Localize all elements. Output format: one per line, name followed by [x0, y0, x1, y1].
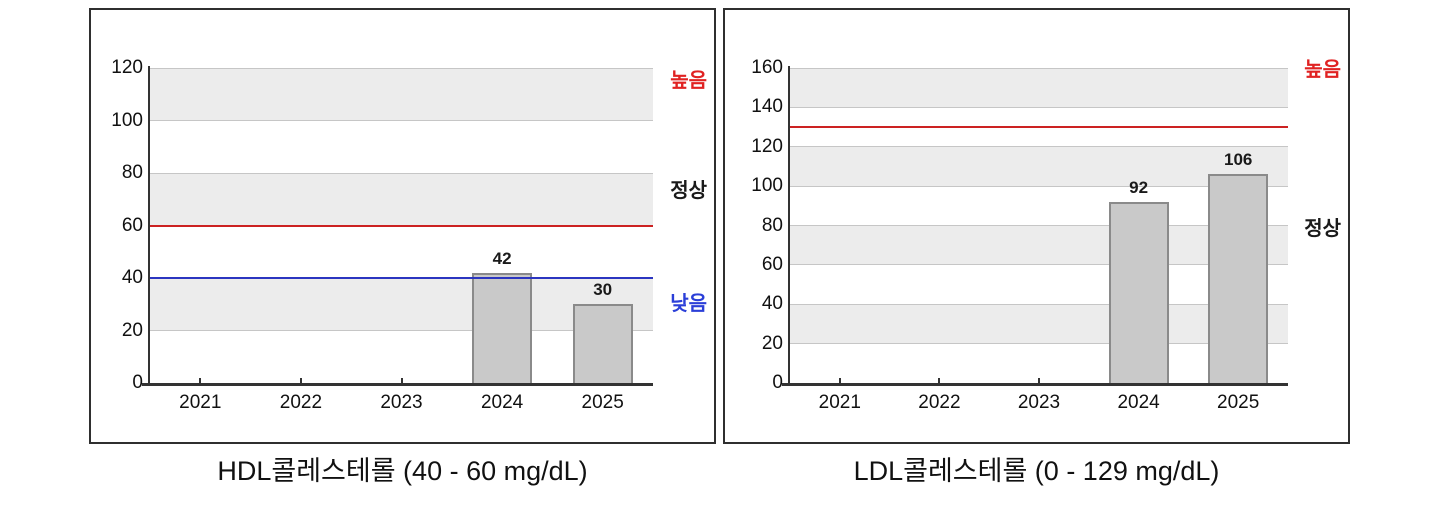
x-axis [782, 383, 1288, 386]
plot-band [790, 225, 1288, 265]
y-tick-label: 40 [121, 267, 143, 288]
y-tick-label: 140 [751, 96, 783, 118]
reference-line [790, 126, 1288, 129]
y-tick-label: 120 [111, 57, 143, 78]
zone-label: 높음 [1304, 58, 1341, 81]
y-tick-label: 80 [121, 162, 143, 183]
x-tick-label: 2022 [279, 392, 323, 413]
gridline [790, 303, 1288, 305]
x-tick [400, 378, 403, 383]
x-tick-label: 2025 [1217, 392, 1260, 413]
y-tick-label: 100 [111, 109, 143, 131]
y-axis [788, 66, 790, 385]
y-tick-label: 100 [751, 175, 783, 197]
x-tick [1038, 378, 1040, 383]
x-tick-label: 2023 [380, 392, 423, 413]
plot-band [150, 173, 653, 226]
x-tick-label: 2024 [1117, 392, 1160, 413]
plot-band [790, 146, 1288, 187]
x-tick-label: 2021 [818, 392, 861, 413]
bar-value-label: 92 [1129, 177, 1149, 197]
y-tick-label: 40 [761, 293, 783, 315]
x-tick [938, 378, 941, 383]
ldl-chart-panel: 0 20 40 60 80 100 120 140 160 2021 2022 2023 2024 92 2… [723, 8, 1350, 444]
x-tick-label: 2023 [1017, 392, 1061, 413]
hdl-chart-panel: 0 20 40 60 80 100 120 2021 2022 2023 2024 42 2025 30 높… [89, 8, 716, 444]
gridline [150, 172, 653, 174]
x-tick [838, 378, 841, 383]
zone-label: 높음 [670, 70, 707, 93]
y-tick-label: 20 [121, 319, 143, 341]
gridline [790, 106, 1288, 108]
zone-label: 정상 [670, 180, 707, 203]
bar-2024 [472, 272, 533, 383]
x-tick-label: 2022 [918, 392, 961, 413]
x-tick-label: 2021 [179, 392, 222, 413]
gridline [150, 67, 653, 69]
plot-band [150, 278, 653, 331]
bar-value-label: 30 [593, 280, 613, 300]
gridline [790, 185, 1288, 187]
y-tick-label: 0 [772, 372, 783, 393]
plot-band [790, 304, 1288, 344]
x-tick [199, 378, 202, 383]
gridline [790, 146, 1288, 148]
y-tick-label: 60 [121, 214, 143, 236]
reference-line [150, 277, 653, 279]
y-tick-label: 120 [751, 135, 783, 157]
x-axis [142, 383, 653, 386]
y-tick-label: 160 [751, 57, 783, 78]
bar-value-label: 106 [1224, 150, 1253, 170]
zone-label: 정상 [1304, 218, 1341, 241]
bar-2024 [1108, 201, 1169, 383]
y-tick-label: 0 [132, 372, 143, 393]
y-tick-label: 60 [761, 253, 783, 275]
x-tick-label: 2024 [480, 392, 524, 413]
hdl-chart-title: HDL콜레스테롤 (40 - 60 mg/dL) [217, 456, 588, 486]
gridline [790, 343, 1288, 345]
gridline [150, 120, 653, 121]
y-axis [148, 66, 150, 385]
x-tick [299, 378, 302, 383]
ldl-chart-title: LDL콜레스테롤 (0 - 129 mg/dL) [853, 456, 1220, 486]
plot-band [150, 68, 653, 121]
reference-line [150, 224, 653, 227]
y-tick-label: 80 [761, 214, 783, 236]
gridline [790, 225, 1288, 226]
plot-band [790, 68, 1288, 108]
bar-2025 [1208, 174, 1269, 383]
bar-value-label: 42 [492, 248, 512, 268]
gridline [790, 264, 1288, 266]
gridline [150, 330, 653, 331]
bar-2025 [572, 304, 633, 383]
y-tick-label: 20 [761, 332, 783, 354]
zone-label: 낮음 [670, 293, 707, 316]
x-tick-label: 2025 [581, 392, 624, 413]
gridline [790, 67, 1288, 69]
